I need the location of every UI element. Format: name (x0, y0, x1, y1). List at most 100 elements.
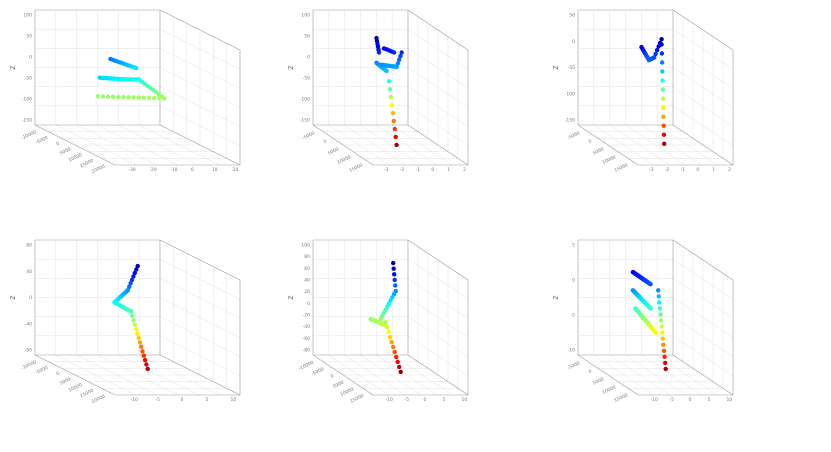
data-point (134, 326, 139, 332)
data-point (658, 312, 663, 317)
data-point (131, 274, 136, 279)
data-point (656, 288, 661, 293)
z-tick-label: 0 (307, 55, 310, 61)
y-tick-label: 0 (424, 397, 427, 403)
data-point (395, 359, 400, 365)
data-point (661, 105, 666, 110)
data-point (139, 344, 144, 349)
x-tick-label: 20000 (91, 163, 107, 175)
data-point (660, 69, 665, 74)
data-point (378, 316, 383, 322)
axis-box (577, 239, 734, 396)
z-tick-label: 50 (304, 34, 310, 40)
axis-edge (34, 124, 116, 166)
data-point (140, 349, 145, 354)
data-point (391, 266, 396, 271)
x-tick-label: 0 (55, 371, 60, 378)
data-point (663, 366, 668, 372)
data-point (391, 118, 396, 124)
x-tick-label: 15000 (79, 158, 95, 170)
y-tick-label: 0 (191, 167, 194, 173)
data-point (659, 60, 665, 65)
z-tick-label: -5 (571, 313, 576, 319)
data-point (136, 335, 141, 341)
data-point (131, 95, 136, 100)
axis-edge (34, 354, 116, 396)
data-point (660, 87, 665, 92)
z-tick-label: -40 (303, 324, 310, 330)
data-point (659, 51, 665, 56)
data-point (659, 42, 664, 47)
z-tick-label: 0 (29, 55, 32, 61)
y-tick-label: 0 (181, 397, 184, 403)
z-tick-label: 60 (304, 266, 310, 272)
data-point (658, 318, 664, 323)
data-point (134, 267, 139, 272)
y-tick-label: 0 (689, 397, 692, 403)
data-point (116, 94, 121, 100)
grid-lines (578, 10, 734, 166)
grid-lines (313, 240, 469, 396)
data-point (127, 284, 132, 289)
axis-edge (672, 239, 734, 281)
z-tick-label: 80 (26, 243, 32, 249)
z-axis-label: Z (553, 65, 560, 69)
data-point (388, 94, 394, 100)
data-point (648, 282, 653, 287)
side-wall-grid-line (672, 258, 734, 300)
z-tick-label: 0 (29, 295, 32, 301)
data-point (144, 362, 149, 367)
axis-edge (577, 124, 639, 166)
y-tick-label: -20 (149, 167, 156, 173)
grid-lines (578, 240, 734, 396)
y-tick-label: -1 (416, 167, 421, 173)
x-tick-label: 15000 (613, 392, 629, 404)
y-tick-label: -10 (651, 397, 658, 403)
data-point (121, 94, 126, 100)
x-tick-label: -5000 (310, 366, 325, 377)
axis-edge (159, 124, 241, 166)
z-tick-label: 0 (572, 278, 575, 284)
z-tick-label: -100 (300, 97, 310, 103)
x-tick-label: -5000 (35, 365, 50, 376)
data-point (390, 110, 396, 116)
x-tick-label: 0 (588, 138, 593, 145)
data-point (387, 87, 393, 92)
data-point (386, 79, 392, 84)
y-tick-label: -5 (156, 397, 161, 403)
z-axis-label: Z (288, 65, 295, 69)
z-tick-label: 0 (572, 39, 575, 45)
z-tick-label: -50 (303, 76, 310, 82)
axis-edge (672, 354, 734, 396)
data-point (661, 132, 667, 137)
x-tick-label: -5000 (301, 130, 316, 141)
data-point (130, 313, 135, 319)
data-point (661, 348, 667, 353)
z-tick-label: 20 (304, 289, 310, 295)
y-tick-label: 5 (206, 397, 209, 403)
x-tick-label: 10000 (601, 384, 617, 396)
y-tick-label: -30 (128, 167, 135, 173)
data-point (651, 55, 657, 60)
grid-lines (35, 240, 241, 396)
axis-box (312, 9, 469, 166)
data-points (374, 35, 404, 148)
z-tick-label: -80 (25, 348, 32, 354)
data-point (151, 95, 157, 101)
side-wall-grid-line (159, 28, 241, 70)
x-tick-label: 10000 (601, 154, 617, 166)
z-tick-label: -40 (25, 321, 32, 327)
z-axis-label: Z (10, 65, 17, 69)
data-point (392, 126, 397, 132)
data-point (100, 94, 106, 99)
x-tick-label: -5000 (35, 135, 50, 146)
data-point (398, 53, 403, 59)
z-tick-label: 80 (304, 254, 310, 260)
data-point (659, 324, 664, 329)
axis-edge (577, 354, 639, 396)
